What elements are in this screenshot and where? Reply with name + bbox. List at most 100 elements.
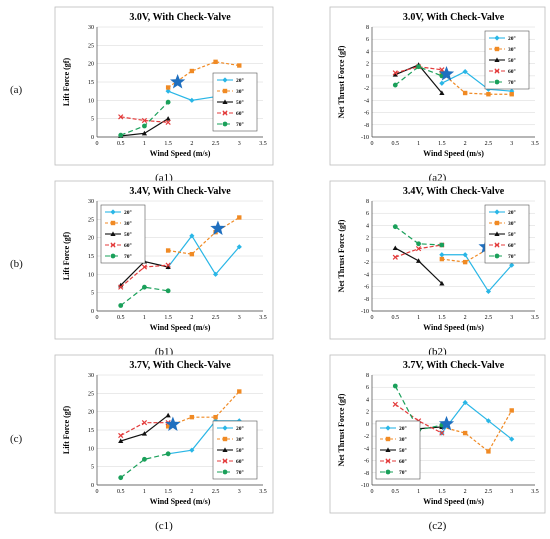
data-point — [142, 456, 147, 462]
y-tick-label: 2 — [366, 236, 369, 242]
series-line — [120, 286, 169, 306]
y-tick-label: -6 — [364, 111, 369, 117]
chart-frame — [54, 180, 274, 340]
x-tick-label: 1 — [143, 315, 146, 321]
chart-title: 3.4V, With Check-Valve — [129, 186, 231, 197]
y-axis-label: Net Thrust Force (gf) — [337, 219, 346, 292]
data-point — [141, 420, 148, 426]
legend-swatch-marker — [494, 68, 500, 74]
legend-swatch-marker — [385, 436, 391, 442]
star-marker — [210, 220, 226, 235]
series-line — [167, 61, 240, 88]
x-tick-label: 1.5 — [438, 141, 446, 147]
x-tick-label: 3 — [510, 489, 513, 495]
data-point — [141, 117, 148, 124]
legend-entry: 20° — [508, 35, 516, 42]
y-tick-label: 20 — [88, 410, 94, 416]
legend-swatch-marker — [110, 220, 116, 226]
x-tick-label: 2 — [464, 315, 467, 321]
legend-swatch-marker — [110, 209, 116, 215]
legend-swatch-marker — [222, 469, 228, 475]
legend-entry: 70° — [236, 121, 244, 128]
y-tick-label: -10 — [361, 309, 369, 315]
x-tick-label: 0 — [371, 489, 374, 495]
data-point — [485, 418, 492, 424]
legend: 20° 30° 50° 60° 70° — [484, 204, 530, 264]
y-tick-label: 25 — [88, 217, 94, 223]
y-tick-label: -6 — [364, 459, 369, 465]
data-point — [189, 97, 195, 103]
data-point — [165, 119, 171, 125]
data-point — [509, 262, 515, 268]
legend-swatch-marker — [222, 425, 228, 431]
legend: 20° 30° 50° 60° 70° — [484, 30, 530, 90]
y-tick-label: 20 — [88, 62, 94, 68]
y-tick-label: 15 — [88, 80, 94, 86]
legend-entry: 70° — [508, 79, 516, 86]
x-tick-label: 3.5 — [531, 489, 539, 495]
data-point — [189, 233, 195, 239]
legend-entry: 20° — [508, 209, 516, 216]
y-tick-label: -4 — [364, 446, 369, 452]
data-point — [165, 264, 171, 269]
legend-entry: 50° — [508, 57, 516, 64]
series-line — [167, 391, 240, 427]
y-tick-label: 25 — [88, 391, 94, 397]
data-point — [392, 70, 398, 76]
data-point — [189, 68, 195, 74]
data-point — [439, 242, 445, 248]
chart-c2: 3.7V, With Check-Valve -10 -8 -6 -4 -2 0 2 4 6 8 0 0… — [329, 354, 546, 514]
x-axis-label: Wind Speed (m/s) — [423, 497, 484, 506]
data-point — [439, 256, 445, 262]
x-axis-label: Wind Speed (m/s) — [150, 323, 211, 332]
legend-swatch-marker — [494, 231, 500, 236]
x-tick-label: 3 — [238, 315, 241, 321]
data-point — [118, 432, 124, 439]
legend-entry: 50° — [236, 99, 244, 106]
x-tick-label: 1.5 — [164, 141, 172, 147]
series-line — [120, 453, 169, 479]
y-tick-label: 8 — [366, 199, 369, 205]
x-tick-label: 2.5 — [485, 141, 493, 147]
y-tick-label: -8 — [364, 471, 369, 477]
x-tick-label: 1 — [417, 489, 420, 495]
x-tick-label: 1.5 — [438, 315, 446, 321]
x-tick-label: 1 — [417, 315, 420, 321]
chart-title: 3.0V, With Check-Valve — [403, 12, 505, 23]
data-point — [486, 92, 491, 97]
data-point — [118, 475, 124, 481]
x-tick-label: 2.5 — [212, 489, 220, 495]
data-point — [462, 430, 468, 436]
legend: 20° 30° 50° 60° 70° — [375, 420, 421, 480]
y-tick-label: -2 — [364, 86, 369, 92]
y-axis-label: Lift Force (gf) — [62, 406, 71, 455]
chart-c1: 3.7V, With Check-Valve 0 5 10 15 20 25 30 0 0.5 1 1… — [54, 354, 274, 514]
y-tick-label: 6 — [366, 211, 369, 217]
data-point — [439, 80, 445, 86]
y-axis-label: Net Thrust Force (gf) — [337, 393, 346, 466]
x-tick-label: 2.5 — [212, 315, 220, 321]
y-tick-label: 6 — [366, 37, 369, 43]
legend-swatch-marker — [222, 110, 228, 116]
x-tick-label: 0 — [96, 489, 99, 495]
y-tick-label: -4 — [364, 272, 369, 278]
data-point — [416, 64, 421, 70]
data-point — [237, 389, 242, 394]
x-tick-label: 0.5 — [392, 315, 400, 321]
data-point — [141, 264, 148, 270]
x-tick-label: 2.5 — [212, 141, 220, 147]
data-point — [212, 271, 219, 277]
data-point — [509, 436, 515, 442]
y-tick-label: 0 — [91, 309, 94, 315]
x-tick-label: 0.5 — [117, 141, 125, 147]
data-point — [439, 252, 445, 258]
legend-entry: 30° — [508, 46, 516, 53]
y-axis-label: Lift Force (gf) — [62, 232, 71, 281]
y-tick-label: 15 — [88, 254, 94, 260]
y-tick-label: -8 — [364, 123, 369, 129]
legend-swatch-marker — [110, 231, 116, 236]
data-point — [392, 401, 398, 407]
y-tick-label: -10 — [361, 135, 369, 141]
data-point — [189, 251, 195, 257]
data-point — [118, 438, 124, 443]
